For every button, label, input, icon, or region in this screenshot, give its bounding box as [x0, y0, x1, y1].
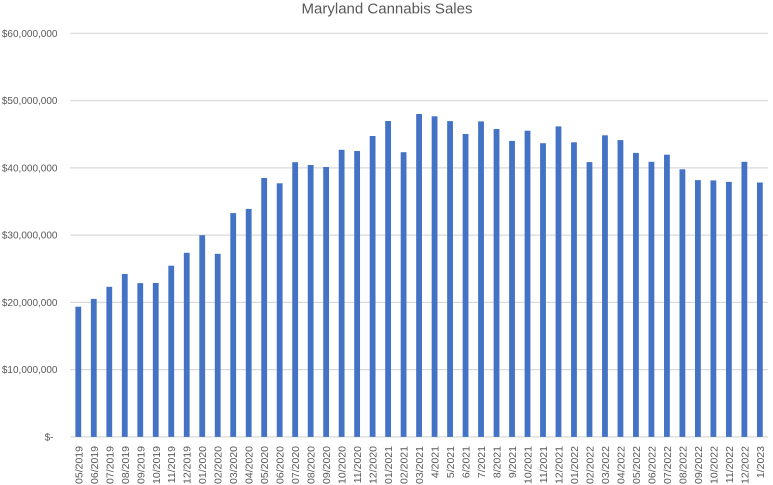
svg-text:09/2020: 09/2020	[321, 446, 333, 484]
svg-text:07/2019: 07/2019	[104, 446, 116, 484]
svg-text:10/2021: 10/2021	[523, 446, 535, 484]
svg-text:11/2021: 11/2021	[538, 446, 550, 483]
svg-text:$-: $-	[45, 433, 54, 444]
svg-text:02/2020: 02/2020	[213, 446, 225, 484]
svg-text:10/2020: 10/2020	[337, 446, 349, 484]
svg-text:03/2022: 03/2022	[600, 446, 612, 484]
svg-text:7/2021: 7/2021	[476, 446, 488, 478]
svg-text:1/2023: 1/2023	[755, 446, 767, 478]
svg-text:11/2019: 11/2019	[166, 446, 178, 483]
svg-text:Maryland Cannabis Sales: Maryland Cannabis Sales	[302, 1, 473, 18]
svg-text:01/2020: 01/2020	[197, 446, 209, 484]
svg-text:07/2022: 07/2022	[662, 446, 674, 484]
svg-text:06/2019: 06/2019	[89, 446, 101, 484]
svg-text:07/2020: 07/2020	[290, 446, 302, 484]
svg-text:12/2021: 12/2021	[553, 446, 565, 484]
svg-text:$30,000,000: $30,000,000	[2, 231, 58, 242]
svg-text:08/2019: 08/2019	[120, 446, 132, 484]
svg-text:8/2021: 8/2021	[492, 446, 504, 478]
svg-text:$20,000,000: $20,000,000	[2, 298, 58, 309]
svg-text:04/2020: 04/2020	[244, 446, 256, 484]
svg-text:06/2020: 06/2020	[275, 446, 287, 484]
svg-text:05/2020: 05/2020	[259, 446, 271, 484]
svg-text:5/2021: 5/2021	[445, 446, 457, 478]
svg-text:06/2022: 06/2022	[646, 446, 658, 484]
svg-text:03/2020: 03/2020	[228, 446, 240, 484]
svg-text:6/2021: 6/2021	[461, 446, 473, 478]
svg-text:4/2021: 4/2021	[430, 446, 442, 478]
svg-text:01/2022: 01/2022	[569, 446, 581, 484]
svg-text:10/2019: 10/2019	[151, 446, 163, 484]
svg-text:08/2020: 08/2020	[306, 446, 318, 484]
svg-text:09/2022: 09/2022	[693, 446, 705, 484]
svg-text:$60,000,000: $60,000,000	[2, 29, 58, 40]
svg-text:11/2020: 11/2020	[352, 446, 364, 483]
svg-text:12/2022: 12/2022	[739, 446, 751, 484]
svg-text:02/2021: 02/2021	[399, 446, 411, 484]
svg-text:05/2019: 05/2019	[73, 446, 85, 484]
svg-text:9/2021: 9/2021	[507, 446, 519, 478]
svg-text:02/2022: 02/2022	[584, 446, 596, 484]
svg-text:08/2022: 08/2022	[677, 446, 689, 484]
svg-text:12/2020: 12/2020	[368, 446, 380, 484]
svg-text:11/2022: 11/2022	[724, 446, 736, 483]
svg-text:04/2022: 04/2022	[615, 446, 627, 484]
svg-text:05/2022: 05/2022	[631, 446, 643, 484]
svg-text:01/2021: 01/2021	[383, 446, 395, 484]
svg-text:$40,000,000: $40,000,000	[2, 164, 58, 175]
svg-text:$50,000,000: $50,000,000	[2, 96, 58, 107]
svg-text:10/2022: 10/2022	[708, 446, 720, 484]
svg-text:03/2021: 03/2021	[414, 446, 426, 484]
svg-text:12/2019: 12/2019	[182, 446, 194, 484]
svg-text:09/2019: 09/2019	[135, 446, 147, 484]
svg-text:$10,000,000: $10,000,000	[2, 365, 58, 376]
